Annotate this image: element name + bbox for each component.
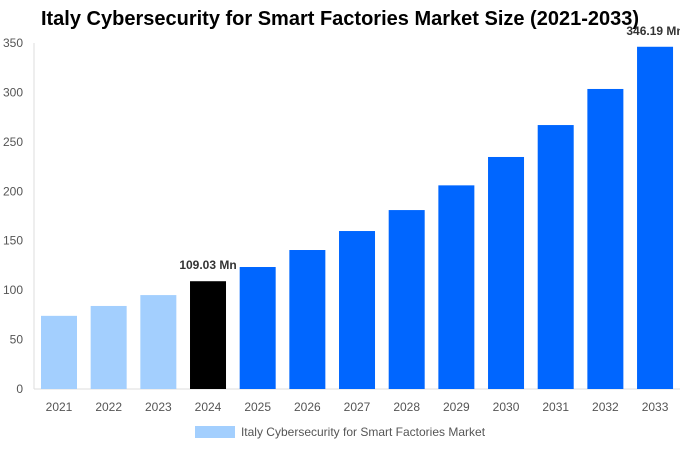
x-tick-label: 2027 xyxy=(344,400,371,414)
bar-2024 xyxy=(190,281,227,389)
y-tick-label: 50 xyxy=(10,333,24,347)
x-tick-label: 2033 xyxy=(642,400,669,414)
data-label: 346.19 Mn xyxy=(626,24,680,38)
x-tick-label: 2028 xyxy=(393,400,420,414)
x-tick-label: 2022 xyxy=(95,400,122,414)
legend: Italy Cybersecurity for Smart Factories … xyxy=(0,425,680,439)
x-tick-label: 2032 xyxy=(592,400,619,414)
y-tick-label: 150 xyxy=(3,234,23,248)
data-label: 109.03 Mn xyxy=(179,258,236,272)
x-tick-label: 2021 xyxy=(46,400,73,414)
legend-label: Italy Cybersecurity for Smart Factories … xyxy=(240,425,486,439)
y-tick-label: 250 xyxy=(3,135,23,149)
y-tick-label: 350 xyxy=(3,36,23,50)
y-tick-label: 0 xyxy=(16,382,23,396)
chart-title: Italy Cybersecurity for Smart Factories … xyxy=(40,8,640,30)
x-tick-label: 2030 xyxy=(493,400,520,414)
x-tick-label: 2026 xyxy=(294,400,321,414)
y-tick-label: 100 xyxy=(3,283,23,297)
x-tick-label: 2025 xyxy=(244,400,271,414)
bar-2021 xyxy=(41,315,77,389)
bar-2030 xyxy=(488,156,525,389)
bar-2033 xyxy=(637,46,674,390)
x-tick-label: 2029 xyxy=(443,400,470,414)
x-tick-label: 2023 xyxy=(145,400,172,414)
x-tick-label: 2031 xyxy=(542,400,569,414)
bar-2026 xyxy=(289,250,326,389)
y-tick-label: 200 xyxy=(3,184,23,198)
bar-2028 xyxy=(388,210,425,389)
bar-2025 xyxy=(239,267,276,389)
bar-2032 xyxy=(587,88,624,390)
bar-2023 xyxy=(140,295,177,389)
y-tick-label: 300 xyxy=(3,85,23,99)
bar-2022 xyxy=(90,305,127,389)
x-tick-label: 2024 xyxy=(195,400,222,414)
bar-2029 xyxy=(438,185,475,389)
legend-swatch xyxy=(194,426,235,438)
bar-2027 xyxy=(339,231,376,389)
bar-2031 xyxy=(537,125,574,390)
